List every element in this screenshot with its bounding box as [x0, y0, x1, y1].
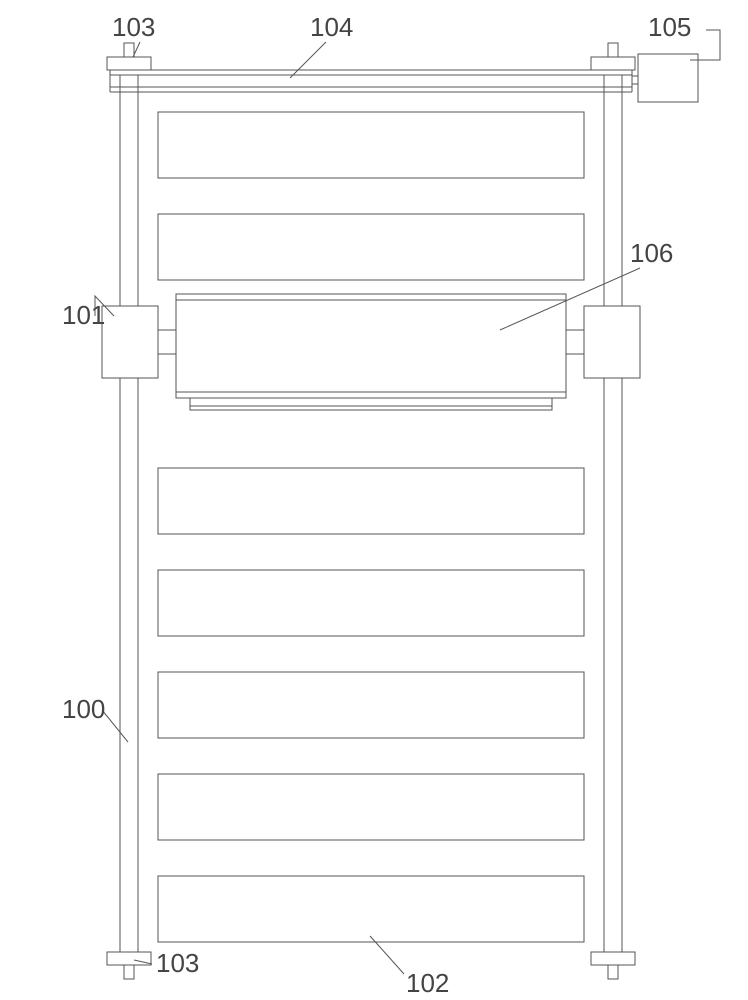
vertical-rails [120, 75, 622, 952]
ref-label: 106 [630, 238, 673, 268]
top-bar [110, 70, 632, 92]
slats [158, 112, 584, 942]
ref-label: 103 [156, 948, 199, 978]
ref-label: 100 [62, 694, 105, 724]
technical-drawing: 103 104 105 101 106 100 102 103 [62, 12, 720, 998]
ref-label: 102 [406, 968, 449, 998]
ref-label: 104 [310, 12, 353, 42]
ref-label: 103 [112, 12, 155, 42]
labels: 103 104 105 101 106 100 102 103 [62, 12, 720, 998]
bolt-caps [107, 43, 635, 979]
ref-label: 105 [648, 12, 691, 42]
roller [176, 294, 566, 410]
motor-box [632, 54, 698, 102]
ref-label: 101 [62, 300, 105, 330]
